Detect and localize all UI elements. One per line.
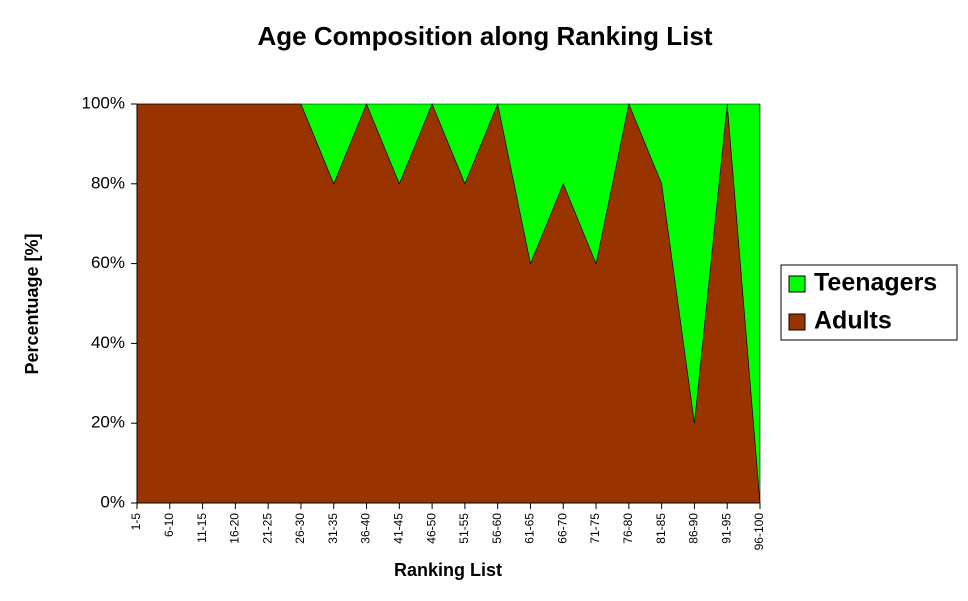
x-tick-label: 1-5 xyxy=(129,513,143,531)
y-tick-label: 60% xyxy=(91,253,125,272)
x-tick-label: 71-75 xyxy=(588,513,602,544)
x-tick-label: 76-80 xyxy=(621,513,635,544)
x-tick-label: 91-95 xyxy=(719,513,733,544)
y-tick-label: 0% xyxy=(100,492,125,511)
y-tick-label: 20% xyxy=(91,413,125,432)
legend-label: Teenagers xyxy=(814,269,937,297)
x-tick-label: 11-15 xyxy=(195,513,209,543)
x-tick-label: 86-90 xyxy=(687,513,701,544)
legend-label: Adults xyxy=(814,307,892,335)
x-tick-label: 36-40 xyxy=(359,513,373,544)
x-axis-label: Ranking List xyxy=(394,560,502,580)
x-tick-label: 51-55 xyxy=(457,513,471,544)
legend-swatch xyxy=(788,275,806,293)
chart-title: Age Composition along Ranking List xyxy=(258,21,713,51)
y-tick-label: 40% xyxy=(91,333,125,352)
x-tick-label: 61-65 xyxy=(523,513,537,544)
y-axis-label: Percentuage [%] xyxy=(22,233,42,374)
x-tick-label: 96-100 xyxy=(752,513,766,551)
legend-swatch xyxy=(788,313,806,331)
x-tick-label: 21-25 xyxy=(260,513,274,544)
x-tick-label: 66-70 xyxy=(555,513,569,544)
x-tick-label: 31-35 xyxy=(326,513,340,544)
y-tick-label: 80% xyxy=(91,173,125,192)
x-tick-label: 41-45 xyxy=(391,513,405,544)
x-tick-label: 46-50 xyxy=(424,513,438,544)
y-tick-label: 100% xyxy=(82,93,125,112)
x-tick-label: 16-20 xyxy=(228,513,242,544)
x-tick-label: 26-30 xyxy=(293,513,307,544)
legend-box xyxy=(780,264,958,341)
x-tick-label: 81-85 xyxy=(654,513,668,544)
x-tick-label: 56-60 xyxy=(490,513,504,544)
x-tick-label: 6-10 xyxy=(162,513,176,537)
area xyxy=(137,102,761,504)
